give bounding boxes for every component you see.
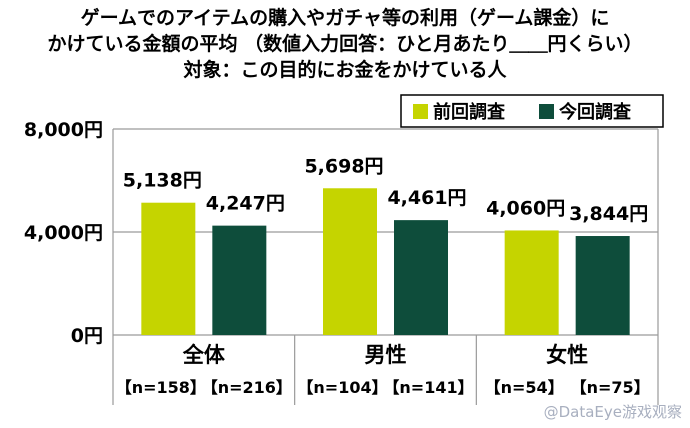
watermark: @DataEye游戏观察 xyxy=(543,403,682,421)
bar-current-0 xyxy=(212,225,267,335)
n-label-previous-0: 【n=158】 xyxy=(116,378,206,397)
category-label-2: 女性 xyxy=(546,343,588,367)
y-tick-label-0: 0円 xyxy=(71,325,103,347)
bar-previous-0 xyxy=(141,202,196,335)
bar-previous-1 xyxy=(323,188,377,335)
legend-label-current: 今回調査 xyxy=(559,101,631,123)
data-label-previous-0: 5,138円 xyxy=(123,170,202,192)
n-label-current-2: 【n=75】 xyxy=(571,378,650,397)
chart-subtitle: 対象：この目的にお金をかけている人 xyxy=(183,59,507,81)
n-label-current-0: 【n=216】 xyxy=(202,378,292,397)
n-label-previous-2: 【n=54】 xyxy=(485,378,564,397)
bar-previous-2 xyxy=(504,230,559,335)
data-label-previous-2: 4,060円 xyxy=(486,197,565,219)
y-tick-label-1: 4,000円 xyxy=(24,222,103,244)
legend-box xyxy=(400,94,664,128)
data-label-previous-1: 5,698円 xyxy=(304,155,383,177)
bar-current-1 xyxy=(394,220,448,335)
legend-swatch-previous xyxy=(413,104,428,119)
data-label-current-0: 4,247円 xyxy=(206,193,285,215)
chart-title-line-1: ゲームでのアイテムの購入やガチャ等の利用（ゲーム課金）に xyxy=(80,7,610,29)
data-label-current-2: 3,844円 xyxy=(569,203,648,225)
category-label-1: 男性 xyxy=(365,343,407,367)
bar-current-2 xyxy=(575,236,630,335)
data-label-current-1: 4,461円 xyxy=(387,187,466,209)
chart-title-line-2: かけている金額の平均 （数値入力回答：ひと月あたり＿＿円くらい） xyxy=(47,33,643,55)
category-label-0: 全体 xyxy=(182,343,226,367)
legend-label-previous: 前回調査 xyxy=(433,101,505,123)
y-tick-label-2: 8,000円 xyxy=(24,119,103,141)
n-label-previous-1: 【n=104】 xyxy=(297,378,387,397)
n-label-current-1: 【n=141】 xyxy=(383,378,473,397)
legend-swatch-current xyxy=(539,104,554,119)
